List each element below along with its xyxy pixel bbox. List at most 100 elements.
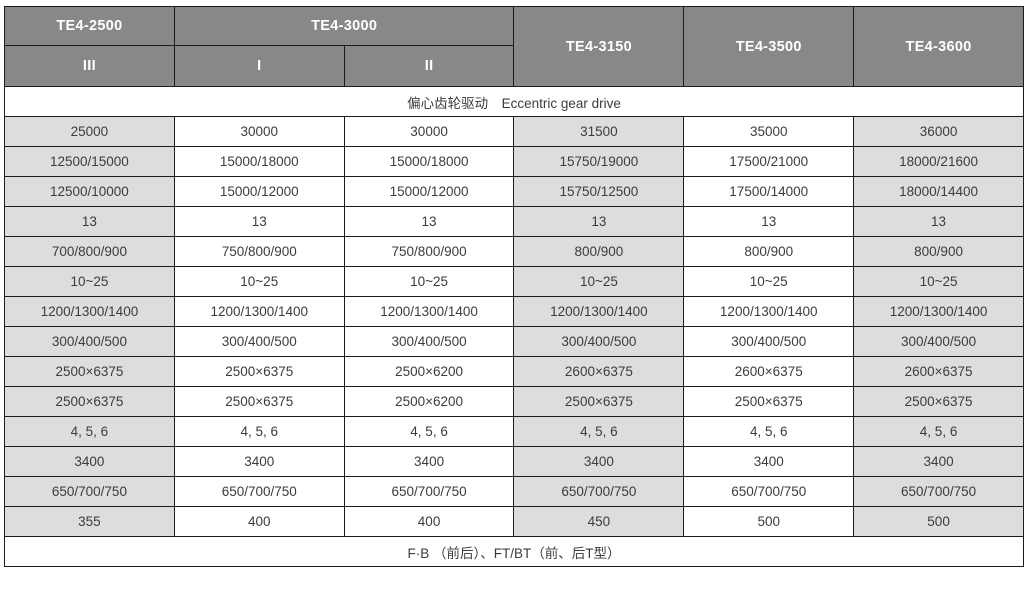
- table-cell: 17500/14000: [683, 176, 855, 207]
- table-cell: 2500×6375: [173, 356, 345, 387]
- table-cell: 30000: [173, 116, 345, 147]
- table-cell: 300/400/500: [513, 326, 685, 357]
- footer-row: F·B （前后）、FT/BT（前、后T型）: [4, 536, 1024, 567]
- table-cell: 650/700/750: [173, 476, 345, 507]
- table-cell: 400: [173, 506, 345, 537]
- table-cell: 12500/10000: [4, 176, 175, 207]
- spec-table-container: TE4-2500 TE4-3000 TE4-3150 TE4-3500 TE4-…: [4, 6, 1024, 567]
- table-cell: 500: [853, 506, 1024, 537]
- table-cell: 800/900: [513, 236, 685, 267]
- table-cell: 10~25: [173, 266, 345, 297]
- table-cell: 13: [4, 206, 175, 237]
- model-header-row: TE4-2500 TE4-3000 TE4-3150 TE4-3500 TE4-…: [4, 6, 1024, 87]
- table-cell: 13: [853, 206, 1024, 237]
- table-row: 2500×6375 2500×6375 2500×6200 2500×6375 2500…: [4, 386, 1024, 417]
- table-cell: 18000/21600: [853, 146, 1024, 177]
- table-cell: 35000: [683, 116, 855, 147]
- footer-section: F·B （前后）、FT/BT（前、后T型）: [4, 536, 1024, 567]
- table-cell: 650/700/750: [4, 476, 175, 507]
- table-cell: 1200/1300/1400: [173, 296, 345, 327]
- table-cell: 4, 5, 6: [513, 416, 685, 447]
- table-cell: 2500×6375: [4, 386, 175, 417]
- table-cell: 15000/18000: [173, 146, 345, 177]
- col-header-te4-3600: TE4-3600: [853, 6, 1024, 87]
- table-cell: 10~25: [683, 266, 855, 297]
- table-row: 12500/15000 15000/18000 15000/18000 15750/1…: [4, 146, 1024, 177]
- table-cell: 650/700/750: [513, 476, 685, 507]
- table-cell: 650/700/750: [853, 476, 1024, 507]
- table-cell: 300/400/500: [343, 326, 515, 357]
- table-cell: 3400: [4, 446, 175, 477]
- table-row: 13 13 13 13 13 13: [4, 206, 1024, 237]
- table-cell: 800/900: [853, 236, 1024, 267]
- table-cell: 4, 5, 6: [853, 416, 1024, 447]
- table-cell: 650/700/750: [343, 476, 515, 507]
- table-row: 1200/1300/1400 1200/1300/1400 1200/1300/14…: [4, 296, 1024, 327]
- table-cell: 2500×6200: [343, 356, 515, 387]
- col-header-te4-3000: TE4-3000: [173, 6, 515, 46]
- table-cell: 2500×6375: [853, 386, 1024, 417]
- table-row: 12500/10000 15000/12000 15000/12000 15750/1…: [4, 176, 1024, 207]
- table-cell: 10~25: [853, 266, 1024, 297]
- table-cell: 2500×6375: [173, 386, 345, 417]
- table-cell: 1200/1300/1400: [343, 296, 515, 327]
- drive-type-row: 偏心齿轮驱动 Eccentric gear drive: [4, 86, 1024, 117]
- table-cell: 650/700/750: [683, 476, 855, 507]
- table-cell: 300/400/500: [4, 326, 175, 357]
- table-cell: 15750/19000: [513, 146, 685, 177]
- table-row: 10~25 10~25 10~25 10~25 10~25 10~25: [4, 266, 1024, 297]
- table-cell: 10~25: [343, 266, 515, 297]
- table-row: 700/800/900 750/800/900 750/800/900 800/900…: [4, 236, 1024, 267]
- table-row: 3400 3400 3400 3400 3400 3400: [4, 446, 1024, 477]
- spec-table-header: TE4-2500 TE4-3000 TE4-3150 TE4-3500 TE4-…: [4, 6, 1024, 87]
- table-cell: 3400: [343, 446, 515, 477]
- table-cell: 4, 5, 6: [683, 416, 855, 447]
- table-cell: 31500: [513, 116, 685, 147]
- table-cell: 30000: [343, 116, 515, 147]
- table-cell: 700/800/900: [4, 236, 175, 267]
- table-cell: 2600×6375: [683, 356, 855, 387]
- table-cell: 2500×6200: [343, 386, 515, 417]
- table-cell: 13: [513, 206, 685, 237]
- table-cell: 1200/1300/1400: [513, 296, 685, 327]
- table-cell: 450: [513, 506, 685, 537]
- table-cell: 1200/1300/1400: [683, 296, 855, 327]
- table-row: 300/400/500 300/400/500 300/400/500 300/400…: [4, 326, 1024, 357]
- variant-header-iii: III: [4, 45, 175, 87]
- spec-table-body: 25000 30000 30000 31500 35000 36000 12500/1500…: [4, 116, 1024, 537]
- col-header-te4-2500: TE4-2500: [4, 6, 175, 46]
- table-cell: 2600×6375: [853, 356, 1024, 387]
- table-cell: 10~25: [4, 266, 175, 297]
- table-cell: 3400: [513, 446, 685, 477]
- spec-table: TE4-2500 TE4-3000 TE4-3150 TE4-3500 TE4-…: [4, 6, 1024, 567]
- table-row: 4, 5, 6 4, 5, 6 4, 5, 6 4, 5, 6 4, 5, 6 4, 5,…: [4, 416, 1024, 447]
- variant-header-i: I: [173, 45, 345, 87]
- table-cell: 12500/15000: [4, 146, 175, 177]
- table-cell: 500: [683, 506, 855, 537]
- table-cell: 3400: [683, 446, 855, 477]
- variant-header-row: III I II: [4, 45, 1024, 87]
- table-cell: 400: [343, 506, 515, 537]
- table-cell: 13: [343, 206, 515, 237]
- table-row: 355 400 400 450 500 500: [4, 506, 1024, 537]
- table-cell: 10~25: [513, 266, 685, 297]
- table-cell: 2500×6375: [683, 386, 855, 417]
- table-row: 25000 30000 30000 31500 35000 36000: [4, 116, 1024, 147]
- table-cell: 4, 5, 6: [173, 416, 345, 447]
- table-cell: 4, 5, 6: [343, 416, 515, 447]
- table-cell: 13: [173, 206, 345, 237]
- table-cell: 3400: [173, 446, 345, 477]
- table-cell: 13: [683, 206, 855, 237]
- table-cell: 2500×6375: [513, 386, 685, 417]
- table-cell: 25000: [4, 116, 175, 147]
- table-cell: 15000/18000: [343, 146, 515, 177]
- table-cell: 300/400/500: [173, 326, 345, 357]
- col-header-te4-3500: TE4-3500: [683, 6, 855, 87]
- table-row: 650/700/750 650/700/750 650/700/750 650/700…: [4, 476, 1024, 507]
- drive-type-section: 偏心齿轮驱动 Eccentric gear drive: [4, 86, 1024, 117]
- variant-header-ii: II: [343, 45, 515, 87]
- table-cell: 750/800/900: [173, 236, 345, 267]
- table-cell: 750/800/900: [343, 236, 515, 267]
- table-cell: 4, 5, 6: [4, 416, 175, 447]
- table-row: 2500×6375 2500×6375 2500×6200 2600×6375 2600…: [4, 356, 1024, 387]
